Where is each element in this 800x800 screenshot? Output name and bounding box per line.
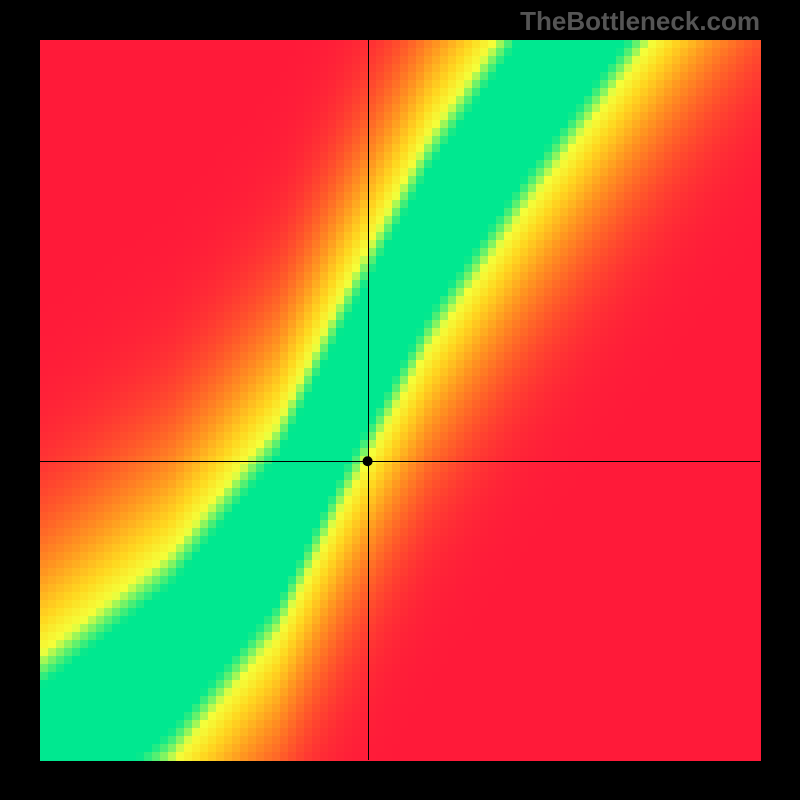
watermark-text: TheBottleneck.com [520,6,760,37]
bottleneck-heatmap [0,0,800,800]
chart-container: TheBottleneck.com [0,0,800,800]
